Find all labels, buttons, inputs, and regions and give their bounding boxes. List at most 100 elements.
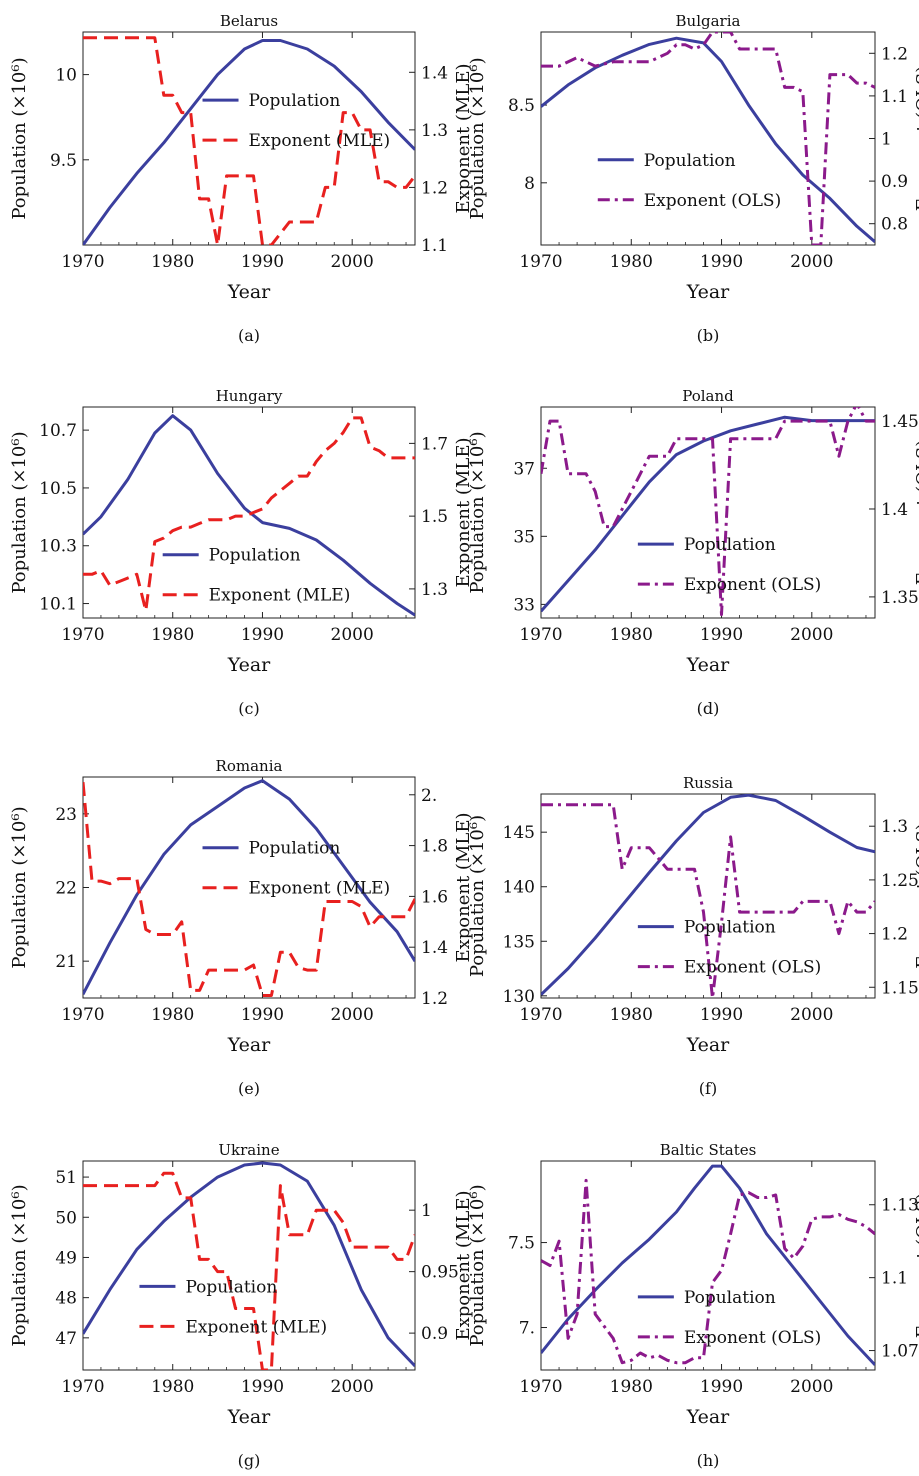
legend: Population Exponent (MLE) [139, 1277, 327, 1337]
series-line-exponent [541, 32, 875, 245]
x-tick-label: 1970 [519, 625, 562, 645]
y-axis-label-right: Exponent (OLS) [913, 440, 919, 586]
x-axis-label: Year [686, 1406, 730, 1428]
chart-panel-4: Poland 1970 1980 1990 2000 33 35 37 1.35 1.4 1.45 Y… [467, 387, 919, 718]
plot-frame [540, 406, 876, 619]
chart-panel-6: Russia 1970 1980 1990 2000 130 135 140 145 1.15 1.… [467, 774, 919, 1098]
plot-frame [82, 31, 416, 246]
y-axis-label-right: Exponent (MLE) [453, 1190, 474, 1340]
y-left-tick-label: 35 [513, 527, 535, 547]
x-tick-label: 2000 [331, 1005, 374, 1025]
y-right-tick-label: 1.07 [881, 1342, 919, 1362]
legend-label: Population [249, 91, 341, 111]
y-left-tick-label: 51 [55, 1168, 77, 1188]
legend-label: Exponent (OLS) [644, 191, 781, 211]
y-right-tick-label: 1.6 [421, 887, 448, 907]
plot-frame [540, 1160, 876, 1371]
x-tick-label: 1970 [61, 252, 104, 272]
x-tick-label: 1980 [151, 252, 194, 272]
panel-caption: (a) [238, 326, 260, 345]
series-line-exponent [541, 1178, 875, 1365]
y-left-tick-label: 10.1 [39, 595, 77, 615]
y-right-tick-label: 1.1 [881, 87, 908, 107]
legend-label: Exponent (MLE) [249, 131, 391, 151]
series-line-exponent [83, 416, 415, 613]
y-right-tick-label: 0.9 [881, 172, 908, 192]
y-left-tick-label: 8 [524, 174, 535, 194]
x-tick-label: 1990 [700, 1377, 743, 1397]
series-line-population [541, 794, 875, 996]
chart-title: Bulgaria [676, 12, 741, 30]
y-right-tick-label: 1.3 [421, 121, 448, 141]
legend-label: Exponent (MLE) [249, 879, 391, 899]
legend-label: Population [209, 546, 301, 566]
y-left-tick-label: 10 [55, 66, 77, 86]
x-axis-label: Year [227, 1034, 271, 1056]
y-axis-label-right: Exponent (MLE) [453, 812, 474, 962]
x-axis-label: Year [686, 654, 730, 676]
panel-caption: (f) [699, 1079, 717, 1098]
y-right-tick-label: 2. [421, 786, 437, 806]
y-left-tick-label: 140 [503, 878, 535, 898]
x-tick-label: 1980 [610, 1377, 653, 1397]
y-right-tick-label: 1.7 [421, 434, 448, 454]
y-right-tick-label: 0.95 [421, 1263, 459, 1283]
y-left-tick-label: 33 [513, 595, 535, 615]
y-left-tick-label: 145 [503, 823, 535, 843]
y-axis-label-right: Exponent (OLS) [913, 823, 919, 969]
chart-title: Russia [683, 774, 733, 792]
y-right-tick-label: 1.2 [421, 989, 448, 1009]
figure-panels: Belarus 1970 1980 1990 2000 9.5 10 1.1 1.2 1.3 1.4… [9, 12, 919, 1470]
y-axis-label-left: Population (×10⁶) [9, 57, 30, 219]
x-tick-label: 1980 [610, 1005, 653, 1025]
legend: Population Exponent (OLS) [637, 918, 821, 978]
y-axis-label-right: Exponent (OLS) [913, 1193, 919, 1339]
x-axis-label: Year [227, 281, 271, 303]
x-tick-label: 2000 [790, 252, 833, 272]
y-left-tick-label: 49 [55, 1248, 77, 1268]
y-axis-label-left: Population (×10⁶) [9, 806, 30, 968]
y-left-tick-label: 10.3 [39, 537, 77, 557]
series-line-exponent [83, 1171, 415, 1370]
x-axis-label: Year [686, 1034, 730, 1056]
y-left-tick-label: 135 [503, 932, 535, 952]
y-left-tick-label: 23 [55, 805, 77, 825]
x-tick-label: 1990 [241, 625, 284, 645]
legend: Population Exponent (MLE) [202, 91, 391, 151]
y-right-tick-label: 1.5 [421, 507, 448, 527]
series-line-population [541, 1164, 875, 1366]
chart-panel-8: Baltic States 1970 1980 1990 2000 7. 7.5 1.07 1.… [467, 1141, 919, 1470]
legend-label: Exponent (OLS) [684, 958, 821, 978]
x-tick-label: 1990 [241, 1005, 284, 1025]
y-axis-label-right: Exponent (MLE) [453, 437, 474, 587]
panel-caption: (e) [238, 1079, 260, 1098]
y-right-tick-label: 0.8 [881, 215, 908, 235]
y-axis-label-right: Exponent (MLE) [453, 63, 474, 213]
legend-label: Population [644, 151, 736, 171]
x-tick-label: 2000 [790, 1377, 833, 1397]
series-line-population [541, 415, 875, 613]
plot-frame [82, 406, 416, 619]
y-right-tick-label: 1.25 [881, 871, 919, 891]
y-right-tick-label: 0.9 [421, 1324, 448, 1344]
y-left-tick-label: 10.5 [39, 479, 77, 499]
legend: Population Exponent (OLS) [597, 151, 781, 211]
y-left-tick-label: 50 [55, 1208, 77, 1228]
y-left-tick-label: 9.5 [50, 151, 77, 171]
y-right-tick-label: 1.8 [421, 837, 448, 857]
y-left-tick-label: 130 [503, 987, 535, 1007]
y-left-tick-label: 10.7 [39, 421, 77, 441]
y-left-tick-label: 48 [55, 1289, 77, 1309]
legend: Population Exponent (MLE) [202, 839, 391, 899]
legend-label: Population [684, 918, 776, 938]
legend-label: Population [249, 839, 341, 859]
y-right-tick-label: 1.4 [881, 500, 908, 520]
legend-label: Exponent (MLE) [209, 586, 351, 606]
x-tick-label: 1970 [61, 1005, 104, 1025]
y-right-tick-label: 1 [881, 130, 892, 150]
chart-panel-7: Ukraine 1970 1980 1990 2000 47 48 49 50 51 0.9 0.95… [9, 1141, 474, 1470]
y-right-tick-label: 1.1 [421, 236, 448, 256]
y-right-tick-label: 1.35 [881, 588, 919, 608]
y-right-tick-label: 1.13 [881, 1196, 919, 1216]
